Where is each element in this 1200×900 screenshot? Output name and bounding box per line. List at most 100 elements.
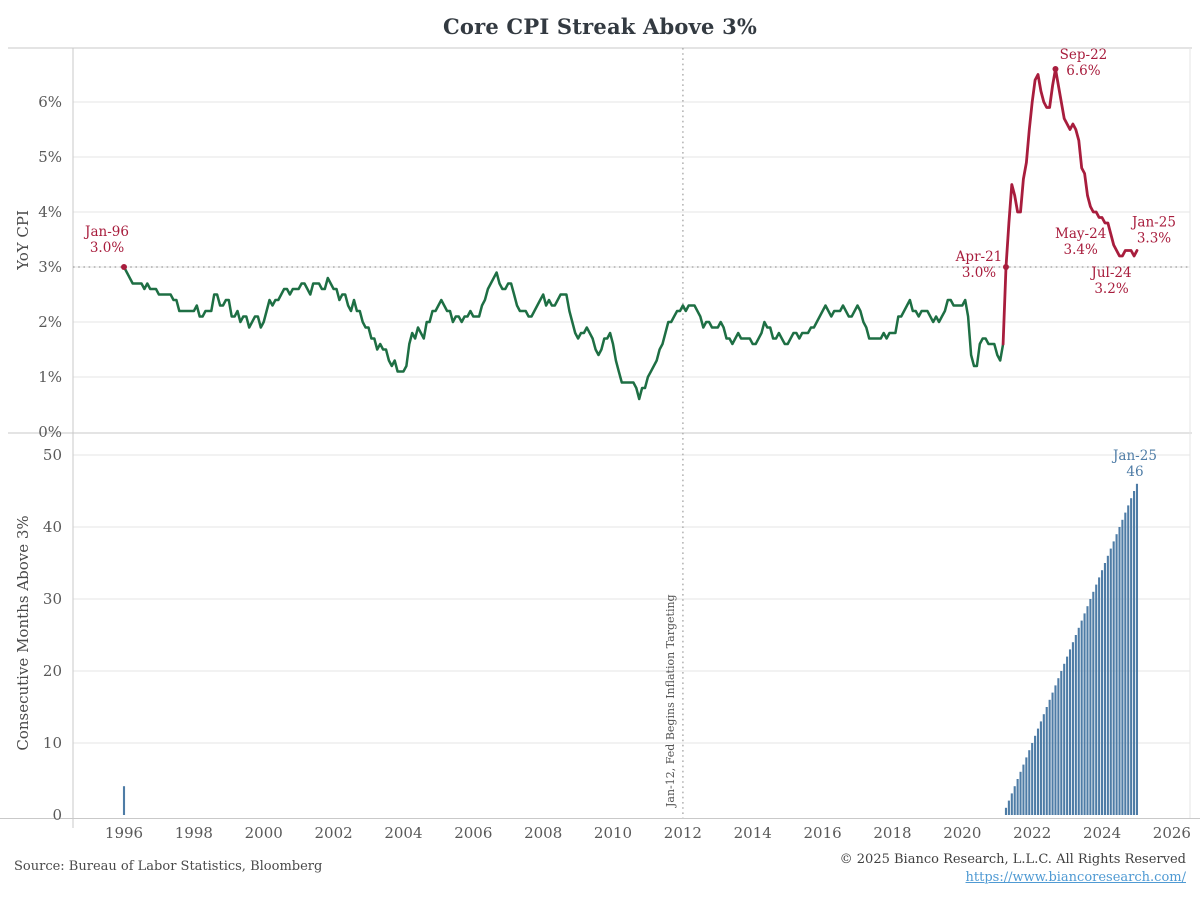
top-y-tick-label: 4% <box>38 203 62 221</box>
x-tick-label: 2020 <box>943 824 981 842</box>
streak-bar <box>1095 584 1098 815</box>
x-tick-label: 2008 <box>524 824 562 842</box>
anno-apr21-dot <box>1002 264 1009 270</box>
streak-bar <box>1042 714 1045 815</box>
top-y-tick-label: 1% <box>38 368 62 386</box>
x-tick-label: 2004 <box>384 824 422 842</box>
x-tick-label: 2014 <box>734 824 772 842</box>
streak-bar <box>1092 591 1095 815</box>
annotations: Jan-96 3.0% Apr-21 3.0% Sep-22 6.6% May-24 3.4%… <box>83 47 1176 480</box>
chart-canvas: Jan-12, Fed Begins Inflation Targeting 0… <box>0 47 1200 842</box>
streak-bar <box>1034 735 1037 815</box>
streak-bar <box>1019 771 1022 815</box>
streak-bar <box>1098 577 1101 815</box>
x-tick-label: 2026 <box>1153 824 1191 842</box>
anno-jan96-dot <box>121 264 127 270</box>
x-tick-label: 1998 <box>175 824 213 842</box>
copyright-text: © 2025 Bianco Research, L.L.C. All Right… <box>839 852 1186 867</box>
streak-bar <box>1086 606 1089 815</box>
x-tick-label: 2006 <box>454 824 492 842</box>
streak-bar <box>1083 613 1086 815</box>
streak-bar <box>1077 627 1080 815</box>
streak-bar <box>1068 649 1072 815</box>
cpi-line-red <box>1001 67 1139 346</box>
x-tick-label: 2010 <box>594 824 632 842</box>
streak-bar <box>1106 555 1109 815</box>
axis-tick-labels: 0% 1% 2% 3% 4% 5% 6% 0 10 20 30 40 50 1996 1998 2000 200… <box>38 93 1191 842</box>
top-y-tick-label: 6% <box>38 93 62 111</box>
source-note: Source: Bureau of Labor Statistics, Bloo… <box>14 859 323 874</box>
streak-bar <box>1133 491 1136 815</box>
top-y-tick-label: 3% <box>38 258 62 276</box>
streak-bar <box>1025 757 1028 815</box>
streak-bar <box>1089 599 1092 815</box>
x-tick-label: 2018 <box>873 824 911 842</box>
streak-bar <box>1007 800 1010 815</box>
streak-bar <box>1039 721 1042 815</box>
bottom-y-tick-label: 0 <box>52 806 62 824</box>
streak-bar <box>1060 671 1063 815</box>
streak-bar <box>1066 656 1069 815</box>
x-tick-label: 2022 <box>1013 824 1051 842</box>
streak-bar <box>1057 678 1060 815</box>
streak-bar <box>1016 779 1019 815</box>
anno-bars-jan25: Jan-25 46 <box>1111 448 1157 480</box>
anno-apr21: Apr-21 3.0% <box>955 249 1003 281</box>
streak-bar <box>122 786 126 815</box>
anno-may24: May-24 3.4% <box>1055 226 1106 258</box>
streak-bar <box>1127 505 1130 815</box>
gridlines <box>73 101 1190 744</box>
anno-sep22-dot <box>1052 66 1059 72</box>
top-y-tick-label: 0% <box>38 423 62 441</box>
streak-bar <box>1004 807 1008 815</box>
bottom-y-tick-label: 30 <box>43 590 62 608</box>
streak-bar <box>1109 548 1112 815</box>
streak-bar <box>1071 642 1074 815</box>
anno-jan25: Jan-25 3.3% <box>1130 215 1176 247</box>
streak-bar <box>1115 534 1118 815</box>
streak-bar <box>1031 743 1034 815</box>
bottom-y-axis-title: Consecutive Months Above 3% <box>14 515 32 750</box>
bottom-y-tick-label: 50 <box>43 446 62 464</box>
streak-bar <box>1028 750 1031 815</box>
streak-bar <box>1013 786 1016 815</box>
x-tick-label: 2000 <box>245 824 283 842</box>
streak-bar <box>1124 512 1127 815</box>
x-tick-label: 2012 <box>664 824 702 842</box>
bottom-y-tick-label: 20 <box>43 662 62 680</box>
streak-bar <box>1063 663 1066 815</box>
streak-bars-series <box>122 483 1139 815</box>
x-tick-label: 2002 <box>314 824 352 842</box>
streak-bar <box>1074 635 1077 815</box>
cpi-line-series <box>122 67 1139 401</box>
bottom-y-tick-label: 40 <box>43 518 62 536</box>
top-y-tick-label: 2% <box>38 313 62 331</box>
streak-bar <box>1130 498 1133 815</box>
cpi-line-green <box>122 265 1005 401</box>
streak-bar <box>1112 541 1115 815</box>
streak-bar <box>1022 764 1025 815</box>
streak-bar <box>1048 699 1051 815</box>
bianco-research-link[interactable]: https://www.biancoresearch.com/ <box>965 870 1186 885</box>
chart-title: Core CPI Streak Above 3% <box>442 14 758 39</box>
anno-jul24: Jul-24 3.2% <box>1089 265 1131 297</box>
top-y-tick-label: 5% <box>38 148 62 166</box>
streak-bar <box>1036 728 1040 815</box>
x-tick-label: 1996 <box>105 824 143 842</box>
streak-bar <box>1118 527 1121 815</box>
streak-bar <box>1121 519 1124 815</box>
streak-bar <box>1135 483 1139 815</box>
x-tick-label: 2024 <box>1083 824 1121 842</box>
anno-jan96: Jan-96 3.0% <box>83 224 129 256</box>
bottom-y-tick-label: 10 <box>43 734 62 752</box>
streak-bar <box>1054 685 1057 815</box>
anno-sep22: Sep-22 6.6% <box>1060 47 1108 79</box>
streak-bar <box>1010 793 1013 815</box>
streak-bar <box>1051 692 1054 815</box>
streak-bar <box>1080 620 1083 815</box>
jan12-event-label: Jan-12, Fed Begins Inflation Targeting <box>664 594 677 808</box>
copyright-block: © 2025 Bianco Research, L.L.C. All Right… <box>840 851 1186 887</box>
x-tick-label: 2016 <box>804 824 842 842</box>
top-y-axis-title: YoY CPI <box>14 210 32 271</box>
